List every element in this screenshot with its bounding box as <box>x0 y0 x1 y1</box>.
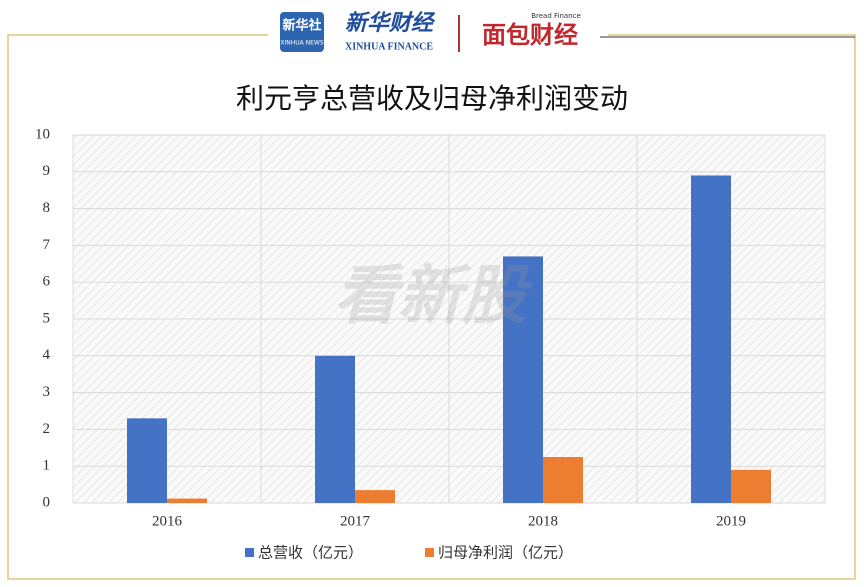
logo-text: 新华财经 <box>345 10 436 36</box>
bar <box>731 469 771 503</box>
y-tick-label: 0 <box>43 494 51 510</box>
legend-label: 归母净利润（亿元） <box>438 544 573 562</box>
logo-text: XINHUA NEWS <box>280 40 323 47</box>
bar <box>691 175 731 504</box>
y-tick-label: 3 <box>43 384 51 400</box>
legend-swatch <box>425 548 434 557</box>
bar <box>503 256 543 503</box>
x-tick-label: 2017 <box>340 513 371 529</box>
logo-text: 面包财经 <box>482 21 578 49</box>
y-tick-label: 2 <box>43 421 51 437</box>
y-tick-label: 5 <box>43 310 51 326</box>
logo-bg <box>268 10 608 58</box>
bar <box>315 355 355 503</box>
y-tick-label: 8 <box>43 200 51 216</box>
bar <box>167 498 207 503</box>
watermark: 看新股 <box>334 260 533 334</box>
y-tick-label: 4 <box>43 347 51 363</box>
y-tick-label: 7 <box>43 237 51 253</box>
logo-text: XINHUA FINANCE <box>345 41 433 52</box>
x-tick-label: 2019 <box>716 513 746 529</box>
x-tick-label: 2016 <box>152 513 183 529</box>
y-tick-label: 1 <box>43 458 51 474</box>
y-tick-label: 10 <box>35 126 50 142</box>
logo-box <box>280 12 324 52</box>
legend-swatch <box>245 548 254 557</box>
bar <box>127 418 167 503</box>
legend-label: 总营收（亿元） <box>258 544 363 562</box>
chart-title: 利元亨总营收及归母净利润变动 <box>236 82 628 115</box>
bar <box>543 457 583 503</box>
bar <box>355 490 395 503</box>
y-tick-label: 6 <box>43 274 51 290</box>
y-tick-label: 9 <box>43 163 51 179</box>
x-tick-label: 2018 <box>528 513 558 529</box>
logo-text: 新华社 <box>282 18 321 34</box>
logo-text: Bread Finance <box>531 12 581 20</box>
